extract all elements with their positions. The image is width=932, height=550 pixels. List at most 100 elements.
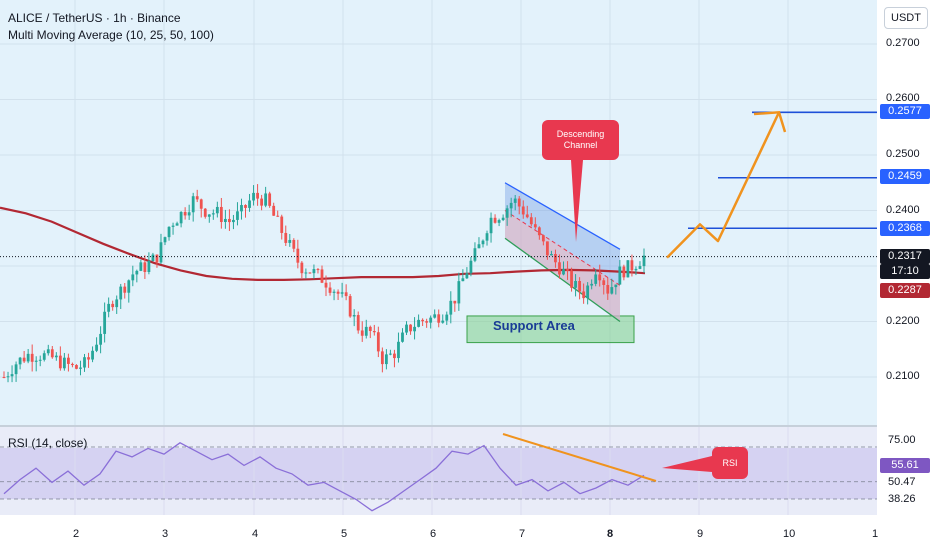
rsi-divergence-line[interactable] <box>502 433 657 482</box>
candle[interactable] <box>384 354 388 365</box>
candle[interactable] <box>570 270 573 288</box>
candle[interactable] <box>203 208 207 217</box>
candle[interactable] <box>638 266 642 269</box>
descending-channel-callout[interactable]: Descending Channel <box>542 120 619 160</box>
candle[interactable] <box>598 274 602 281</box>
candle[interactable] <box>352 315 356 317</box>
candle[interactable] <box>244 205 247 208</box>
candle[interactable] <box>405 324 408 333</box>
candle[interactable] <box>360 330 364 336</box>
candle[interactable] <box>634 268 638 271</box>
candle[interactable] <box>562 269 565 275</box>
candle[interactable] <box>304 272 308 274</box>
candle[interactable] <box>610 287 614 294</box>
candle[interactable] <box>372 331 376 333</box>
candle[interactable] <box>2 377 6 378</box>
symbol-title[interactable]: ALICE / TetherUS · 1h · Binance <box>8 11 181 25</box>
candle[interactable] <box>630 260 634 271</box>
candle[interactable] <box>550 254 553 256</box>
candle[interactable] <box>614 284 618 288</box>
candle[interactable] <box>260 198 264 206</box>
candle[interactable] <box>83 357 86 368</box>
candle[interactable] <box>533 224 537 228</box>
candle[interactable] <box>332 291 336 293</box>
candle[interactable] <box>62 357 66 369</box>
candle[interactable] <box>393 353 396 359</box>
candle[interactable] <box>622 266 626 278</box>
candle[interactable] <box>380 351 384 365</box>
candle[interactable] <box>356 315 360 331</box>
candle[interactable] <box>312 269 316 274</box>
candle[interactable] <box>135 270 139 275</box>
candle[interactable] <box>292 239 296 249</box>
candle[interactable] <box>590 283 594 286</box>
candle[interactable] <box>485 233 489 241</box>
rsi-callout[interactable]: RSI <box>712 447 748 479</box>
candle[interactable] <box>437 314 441 323</box>
candle[interactable] <box>389 353 392 355</box>
candle[interactable] <box>344 292 348 297</box>
candle[interactable] <box>477 244 481 249</box>
candle[interactable] <box>223 218 227 223</box>
candle[interactable] <box>46 349 50 354</box>
support-area-box[interactable] <box>466 315 635 344</box>
candle[interactable] <box>525 214 529 218</box>
candle[interactable] <box>167 226 171 238</box>
candle[interactable] <box>348 296 352 317</box>
candle[interactable] <box>139 262 143 271</box>
candle[interactable] <box>566 269 569 271</box>
candle[interactable] <box>187 212 191 216</box>
candle[interactable] <box>453 300 457 304</box>
candle[interactable] <box>163 237 167 243</box>
candle[interactable] <box>626 260 630 278</box>
candle[interactable] <box>280 216 284 233</box>
candle[interactable] <box>433 314 437 318</box>
candle[interactable] <box>155 254 159 263</box>
currency-button[interactable]: USDT <box>884 7 928 29</box>
candle[interactable] <box>441 320 445 323</box>
candle[interactable] <box>123 286 127 293</box>
candle[interactable] <box>103 311 107 334</box>
candle[interactable] <box>107 303 111 312</box>
candle[interactable] <box>308 272 312 274</box>
candle[interactable] <box>87 357 90 360</box>
candle[interactable] <box>481 240 485 245</box>
candle[interactable] <box>71 363 74 366</box>
candle[interactable] <box>95 344 98 351</box>
candle[interactable] <box>54 355 58 358</box>
candle[interactable] <box>537 227 541 236</box>
candle[interactable] <box>417 319 420 327</box>
candle[interactable] <box>457 281 461 304</box>
candle[interactable] <box>364 326 368 336</box>
candle[interactable] <box>228 218 231 223</box>
candle[interactable] <box>376 332 380 352</box>
candle[interactable] <box>171 225 175 227</box>
candle[interactable] <box>558 262 561 275</box>
candle[interactable] <box>316 269 320 271</box>
candle[interactable] <box>119 286 123 300</box>
candle[interactable] <box>320 269 324 283</box>
candle[interactable] <box>425 321 429 323</box>
candle[interactable] <box>328 287 332 293</box>
candle[interactable] <box>38 359 42 361</box>
candle[interactable] <box>288 239 292 243</box>
candle[interactable] <box>541 235 545 242</box>
candle[interactable] <box>296 248 300 263</box>
candle[interactable] <box>336 291 340 294</box>
channel-lower-line[interactable] <box>504 237 621 323</box>
candle[interactable] <box>91 350 94 360</box>
candle[interactable] <box>183 211 187 216</box>
candle[interactable] <box>489 217 493 234</box>
candle[interactable] <box>545 241 549 256</box>
candle[interactable] <box>413 326 416 332</box>
time-axis-area[interactable] <box>0 515 877 550</box>
candle[interactable] <box>469 260 473 274</box>
indicator-legend[interactable]: Multi Moving Average (10, 25, 50, 100) <box>8 28 214 42</box>
candle[interactable] <box>30 353 34 362</box>
pane-divider[interactable] <box>0 425 877 427</box>
candle[interactable] <box>143 262 147 272</box>
candle[interactable] <box>18 357 22 365</box>
candle[interactable] <box>67 357 70 364</box>
candle[interactable] <box>445 314 449 321</box>
